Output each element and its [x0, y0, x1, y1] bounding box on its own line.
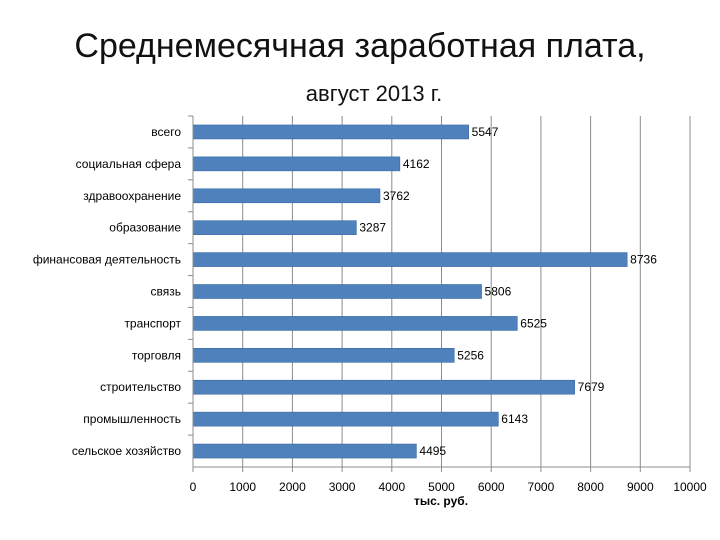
x-tick-label: 2000 — [279, 480, 306, 494]
category-label: социальная сфера — [76, 157, 182, 171]
category-label: здравоохранение — [83, 189, 181, 203]
x-tick-label: 9000 — [627, 480, 654, 494]
bar — [192, 156, 401, 172]
value-label: 3762 — [383, 189, 410, 203]
value-label: 7679 — [578, 380, 605, 394]
x-tick-label: 1000 — [229, 480, 256, 494]
category-label: образование — [109, 221, 181, 235]
x-tick-label: 8000 — [577, 480, 604, 494]
value-labels: 5547 4162 3762 3287 8736 5806 6525 5256 7679 6143… — [359, 125, 657, 458]
bar — [192, 124, 469, 140]
bars — [192, 124, 628, 459]
category-label: всего — [151, 125, 181, 139]
x-tick-label: 0 — [190, 480, 197, 494]
bar — [192, 379, 575, 395]
x-tick-label: 6000 — [478, 480, 505, 494]
chart-title: Среднемесячная заработная плата, — [74, 27, 646, 65]
value-label: 5547 — [472, 125, 499, 139]
x-tick-label: 5000 — [428, 480, 455, 494]
value-label: 4162 — [403, 157, 430, 171]
bar — [192, 348, 455, 363]
bar — [192, 316, 518, 331]
x-tick-label: 10000 — [673, 480, 707, 494]
x-tick-labels: 0 1000 2000 3000 4000 5000 6000 7000 8000 9000 100… — [190, 480, 707, 494]
x-tick-label: 3000 — [329, 480, 356, 494]
category-label: сельское хозяйство — [72, 444, 181, 458]
chart-subtitle: август 2013 г. — [305, 81, 443, 106]
bar — [192, 284, 482, 299]
bar — [192, 252, 628, 267]
x-tick-label: 7000 — [528, 480, 555, 494]
bar — [192, 443, 417, 459]
category-labels: всего социальная сфера здравоохранение обра… — [33, 125, 182, 458]
value-label: 3287 — [359, 221, 386, 235]
value-label: 4495 — [419, 444, 446, 458]
category-label: торговля — [132, 348, 181, 362]
bar — [192, 188, 381, 204]
category-label: промышленность — [83, 412, 181, 426]
category-label: связь — [151, 285, 182, 299]
x-tick-label: 4000 — [378, 480, 405, 494]
axes — [188, 115, 691, 472]
value-label: 8736 — [630, 253, 657, 267]
value-label: 6143 — [501, 412, 528, 426]
x-axis-label: тыс. руб. — [414, 494, 468, 508]
value-label: 5256 — [457, 348, 484, 362]
category-label: финансовая деятельность — [33, 253, 181, 267]
category-label: строительство — [100, 380, 181, 394]
category-label: транспорт — [124, 316, 181, 330]
bar — [192, 220, 357, 235]
bar — [192, 411, 499, 427]
value-label: 6525 — [520, 316, 547, 330]
value-label: 5806 — [485, 285, 512, 299]
